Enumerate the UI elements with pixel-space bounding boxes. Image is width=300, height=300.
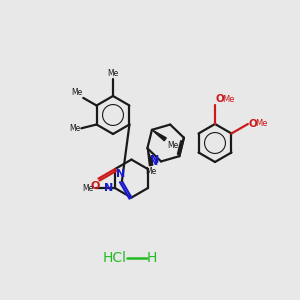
Text: Me: Me xyxy=(107,69,118,78)
Text: O: O xyxy=(216,94,225,104)
Text: N: N xyxy=(116,169,125,179)
Text: Me: Me xyxy=(71,88,82,97)
Text: Me: Me xyxy=(222,95,235,104)
Text: N: N xyxy=(150,155,159,165)
Text: Me: Me xyxy=(69,124,80,133)
Text: Me: Me xyxy=(83,184,94,193)
Text: Me: Me xyxy=(146,167,157,176)
Text: Me: Me xyxy=(255,119,267,128)
Text: H: H xyxy=(147,251,157,265)
Text: Me: Me xyxy=(167,141,178,150)
Text: N: N xyxy=(149,157,158,167)
Text: N: N xyxy=(104,183,113,193)
Polygon shape xyxy=(147,148,153,166)
Text: O: O xyxy=(249,119,258,129)
Text: HCl: HCl xyxy=(103,251,127,265)
Text: O: O xyxy=(91,181,100,190)
Polygon shape xyxy=(152,130,166,141)
